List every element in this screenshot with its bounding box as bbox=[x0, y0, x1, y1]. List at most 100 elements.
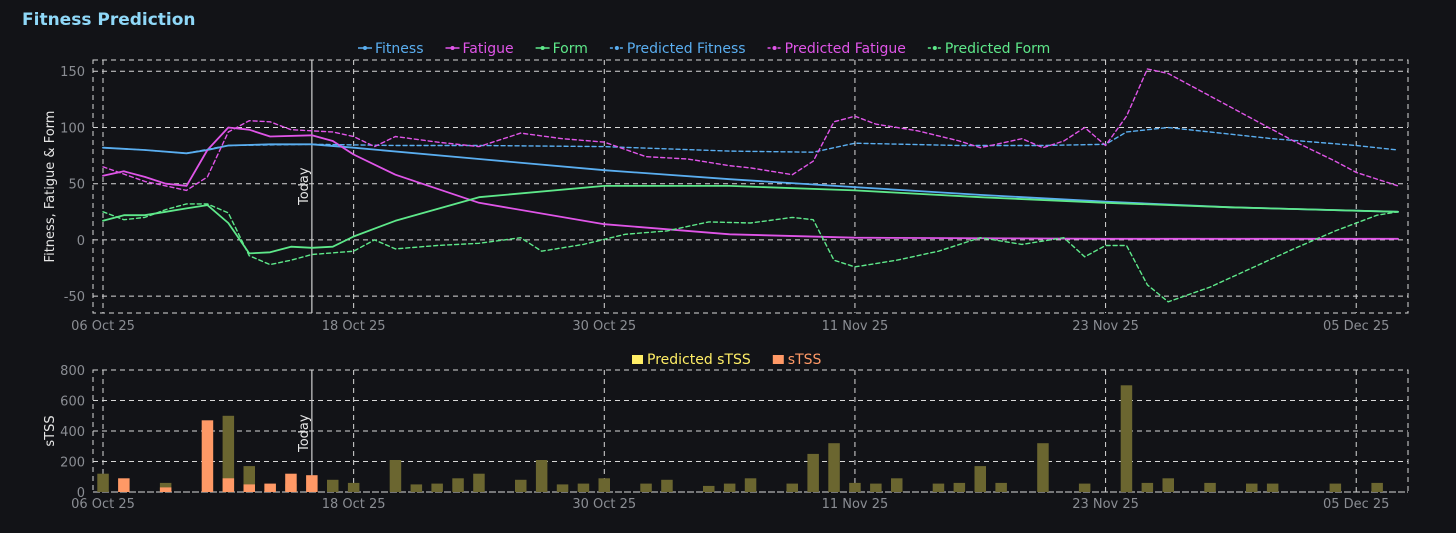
legend-item-form: Form bbox=[535, 41, 588, 57]
bar-predicted-stss bbox=[347, 482, 360, 492]
bar-predicted-stss bbox=[744, 478, 757, 492]
legend-label: Predicted Fatigue bbox=[785, 41, 906, 57]
x-tick-label: 30 Oct 25 bbox=[572, 319, 636, 334]
x-tick-label: 23 Nov 25 bbox=[1072, 319, 1139, 334]
series-line-predicted-fitness bbox=[102, 126, 1399, 154]
bar-predicted-stss bbox=[598, 478, 610, 492]
y-axis-label: Fitness, Fatigue & Form bbox=[43, 111, 58, 263]
legend-swatch bbox=[772, 355, 784, 364]
x-tick-label: 05 Dec 25 bbox=[1323, 319, 1390, 334]
bar-stss bbox=[201, 420, 214, 492]
bar-predicted-stss bbox=[1141, 482, 1154, 492]
legend-label: Fatigue bbox=[463, 41, 514, 57]
legend-label: Predicted sTSS bbox=[647, 352, 751, 368]
x-tick-label: 18 Oct 25 bbox=[322, 497, 386, 512]
bar-predicted-stss bbox=[535, 460, 548, 492]
bar-predicted-stss bbox=[1037, 443, 1049, 492]
legend-label: Fitness bbox=[375, 41, 424, 57]
y-tick-label: 150 bbox=[60, 65, 85, 80]
legend-item-fitness: Fitness bbox=[358, 41, 424, 57]
x-tick-label: 18 Oct 25 bbox=[322, 319, 386, 334]
y-tick-label: 600 bbox=[60, 395, 85, 410]
bar-stss bbox=[118, 478, 130, 492]
bar-predicted-stss bbox=[327, 479, 339, 492]
bar-predicted-stss bbox=[828, 443, 840, 492]
x-tick-label: 06 Oct 25 bbox=[71, 497, 135, 512]
bar-predicted-stss bbox=[577, 483, 590, 492]
legend-swatch bbox=[632, 355, 643, 364]
bar-predicted-stss bbox=[995, 482, 1007, 492]
x-tick-label: 06 Oct 25 bbox=[71, 319, 135, 334]
bar-predicted-stss bbox=[410, 484, 423, 492]
bar-predicted-stss bbox=[661, 479, 673, 492]
bar-predicted-stss bbox=[1329, 483, 1342, 492]
x-tick-label: 11 Nov 25 bbox=[822, 497, 889, 512]
legend-item-predicted-form: Predicted Form bbox=[927, 41, 1050, 57]
legend-label: Form bbox=[553, 41, 588, 57]
x-tick-label: 05 Dec 25 bbox=[1323, 497, 1390, 512]
legend-marker bbox=[450, 46, 455, 50]
today-label: Today bbox=[297, 167, 312, 206]
y-tick-label: 800 bbox=[60, 364, 85, 379]
legend-label: Predicted Fitness bbox=[627, 41, 746, 57]
bar-predicted-stss bbox=[1078, 483, 1091, 492]
legend-item-fatigue: Fatigue bbox=[445, 41, 514, 57]
bar-predicted-stss bbox=[389, 460, 402, 492]
bar-predicted-stss bbox=[243, 466, 255, 492]
page-title: Fitness Prediction bbox=[22, 10, 196, 30]
series-line-fatigue bbox=[102, 126, 1399, 240]
bar-stss bbox=[159, 487, 172, 492]
legend-marker bbox=[772, 46, 777, 50]
bar-stss bbox=[285, 473, 297, 492]
bar-predicted-stss bbox=[807, 453, 819, 492]
y-axis-label: sTSS bbox=[43, 415, 58, 446]
legend-item-stss: sTSS bbox=[772, 352, 822, 368]
bar-predicted-stss bbox=[515, 479, 527, 492]
y-tick-label: 0 bbox=[77, 234, 85, 249]
bar-predicted-stss bbox=[870, 483, 882, 492]
bar-predicted-stss bbox=[473, 473, 485, 492]
bar-predicted-stss bbox=[703, 485, 715, 492]
bar-predicted-stss bbox=[953, 482, 966, 492]
bar-predicted-stss bbox=[1266, 483, 1279, 492]
x-tick-label: 30 Oct 25 bbox=[572, 497, 636, 512]
legend-marker bbox=[363, 46, 367, 50]
y-tick-label: -50 bbox=[64, 290, 85, 305]
bar-predicted-stss bbox=[97, 473, 109, 492]
bar-predicted-stss bbox=[640, 483, 652, 492]
bar-predicted-stss bbox=[786, 483, 798, 492]
chart-panel-2: 0 200 400 600 800 06 Oct 25 18 Oct 25 30 Oct 25… bbox=[43, 352, 1409, 512]
bar-predicted-stss bbox=[1120, 385, 1133, 493]
legend-item-predicted-fatigue: Predicted Fatigue bbox=[767, 41, 906, 57]
bar-predicted-stss bbox=[222, 415, 235, 493]
legend-item-predicted-stss: Predicted sTSS bbox=[632, 352, 751, 368]
legend-label: Predicted Form bbox=[945, 41, 1050, 57]
bar-predicted-stss bbox=[1371, 482, 1383, 492]
bar-stss bbox=[306, 475, 318, 492]
legend-marker bbox=[540, 46, 545, 50]
y-tick-label: 400 bbox=[60, 425, 85, 440]
bar-predicted-stss bbox=[932, 483, 945, 492]
y-tick-label: 100 bbox=[60, 121, 85, 136]
y-tick-label: 0 bbox=[77, 486, 85, 501]
series-line-form bbox=[102, 185, 1399, 255]
legend-marker bbox=[932, 46, 937, 50]
bar-predicted-stss bbox=[1162, 478, 1174, 492]
x-tick-label: 23 Nov 25 bbox=[1072, 497, 1139, 512]
bar-predicted-stss bbox=[452, 478, 464, 492]
bar-stss bbox=[264, 483, 276, 492]
bar-predicted-stss bbox=[891, 478, 903, 492]
bar-stss bbox=[222, 478, 235, 492]
bar-predicted-stss bbox=[1204, 482, 1216, 492]
legend-marker bbox=[614, 46, 619, 50]
legend-label: sTSS bbox=[788, 352, 822, 368]
chart-panel-1: -50 0 50 100 150 06 Oct 25 18 Oct 25 30 Oct 25 1… bbox=[43, 41, 1409, 334]
bar-stss bbox=[243, 484, 255, 492]
bar-predicted-stss bbox=[974, 466, 986, 492]
legend-item-predicted-fitness: Predicted Fitness bbox=[609, 41, 746, 57]
bar-predicted-stss bbox=[556, 484, 569, 492]
x-tick-label: 11 Nov 25 bbox=[822, 319, 889, 334]
bar-predicted-stss bbox=[431, 483, 443, 492]
y-tick-label: 200 bbox=[60, 456, 85, 471]
